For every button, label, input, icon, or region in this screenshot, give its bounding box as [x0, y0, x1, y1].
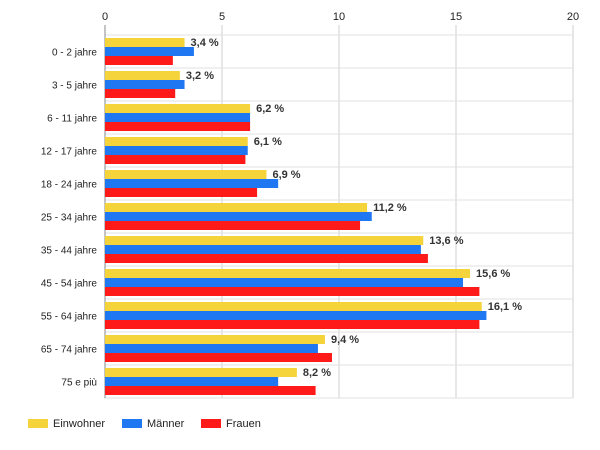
legend-swatch-0 [28, 419, 48, 428]
bar-mnner-7 [105, 278, 464, 287]
legend-label-2: Frauen [226, 418, 261, 430]
bar-mnner-5 [105, 212, 372, 221]
bar-mnner-6 [105, 245, 421, 254]
data-labels: 3,4 % 3,2 % 6,2 % 6,1 % 6,9 % 11,2 % 13,6 % 15,… [186, 37, 522, 379]
bar-einwohner-7 [105, 269, 471, 278]
legend-label-0: Einwohner [53, 418, 105, 430]
bar-mnner-2 [105, 113, 251, 122]
category-label: 6 - 11 jahre [47, 114, 97, 125]
data-label: 9,4 % [331, 334, 359, 346]
category-label: 65 - 74 jahre [41, 345, 98, 356]
category-label: 55 - 64 jahre [41, 312, 98, 323]
category-label: 0 - 2 jahre [52, 48, 97, 59]
bar-einwohner-2 [105, 104, 251, 113]
bar-frauen-9 [105, 353, 332, 362]
data-label: 16,1 % [488, 301, 522, 313]
bar-frauen-10 [105, 386, 316, 395]
x-tick-label: 5 [219, 11, 225, 23]
bar-mnner-0 [105, 47, 194, 56]
data-label: 6,1 % [254, 136, 282, 148]
x-tick-label: 0 [102, 11, 108, 23]
x-tick-label: 10 [333, 11, 345, 23]
category-labels: 0 - 2 jahre 3 - 5 jahre 6 - 11 jahre 12 - 1… [41, 48, 98, 389]
bar-frauen-2 [105, 122, 251, 131]
category-label: 45 - 54 jahre [41, 279, 98, 290]
bar-mnner-10 [105, 377, 279, 386]
bar-frauen-3 [105, 155, 246, 164]
bar-frauen-4 [105, 188, 258, 197]
bar-mnner-9 [105, 344, 318, 353]
category-label: 35 - 44 jahre [41, 246, 98, 257]
bar-frauen-7 [105, 287, 480, 296]
bar-einwohner-5 [105, 203, 368, 212]
data-label: 3,2 % [186, 70, 214, 82]
legend-label-1: Männer [147, 418, 185, 430]
category-label: 18 - 24 jahre [41, 180, 98, 191]
bar-frauen-8 [105, 320, 480, 329]
category-label: 75 e più [61, 378, 97, 389]
data-label: 6,9 % [272, 169, 300, 181]
data-label: 8,2 % [303, 367, 331, 379]
bar-einwohner-8 [105, 302, 482, 311]
bar-einwohner-4 [105, 170, 267, 179]
bar-einwohner-0 [105, 38, 185, 47]
bar-mnner-4 [105, 179, 279, 188]
x-tick-label: 20 [567, 11, 579, 23]
bars [105, 38, 487, 395]
category-label: 12 - 17 jahre [41, 147, 98, 158]
legend: Einwohner Männer Frauen [28, 418, 261, 430]
data-label: 13,6 % [429, 235, 463, 247]
bar-frauen-1 [105, 89, 176, 98]
data-label: 6,2 % [256, 103, 284, 115]
bar-frauen-6 [105, 254, 428, 263]
x-tick-label: 15 [450, 11, 462, 23]
category-label: 3 - 5 jahre [52, 81, 97, 92]
bar-frauen-0 [105, 56, 173, 65]
data-label: 11,2 % [373, 202, 407, 214]
category-label: 25 - 34 jahre [41, 213, 98, 224]
bar-mnner-1 [105, 80, 185, 89]
bar-einwohner-6 [105, 236, 424, 245]
legend-swatch-2 [201, 419, 221, 428]
bar-einwohner-10 [105, 368, 297, 377]
data-label: 3,4 % [191, 37, 219, 49]
legend-swatch-1 [122, 419, 142, 428]
data-label: 15,6 % [476, 268, 510, 280]
bar-mnner-3 [105, 146, 248, 155]
bar-frauen-5 [105, 221, 361, 230]
bar-einwohner-3 [105, 137, 248, 146]
bar-mnner-8 [105, 311, 487, 320]
bar-einwohner-9 [105, 335, 325, 344]
bar-einwohner-1 [105, 71, 180, 80]
